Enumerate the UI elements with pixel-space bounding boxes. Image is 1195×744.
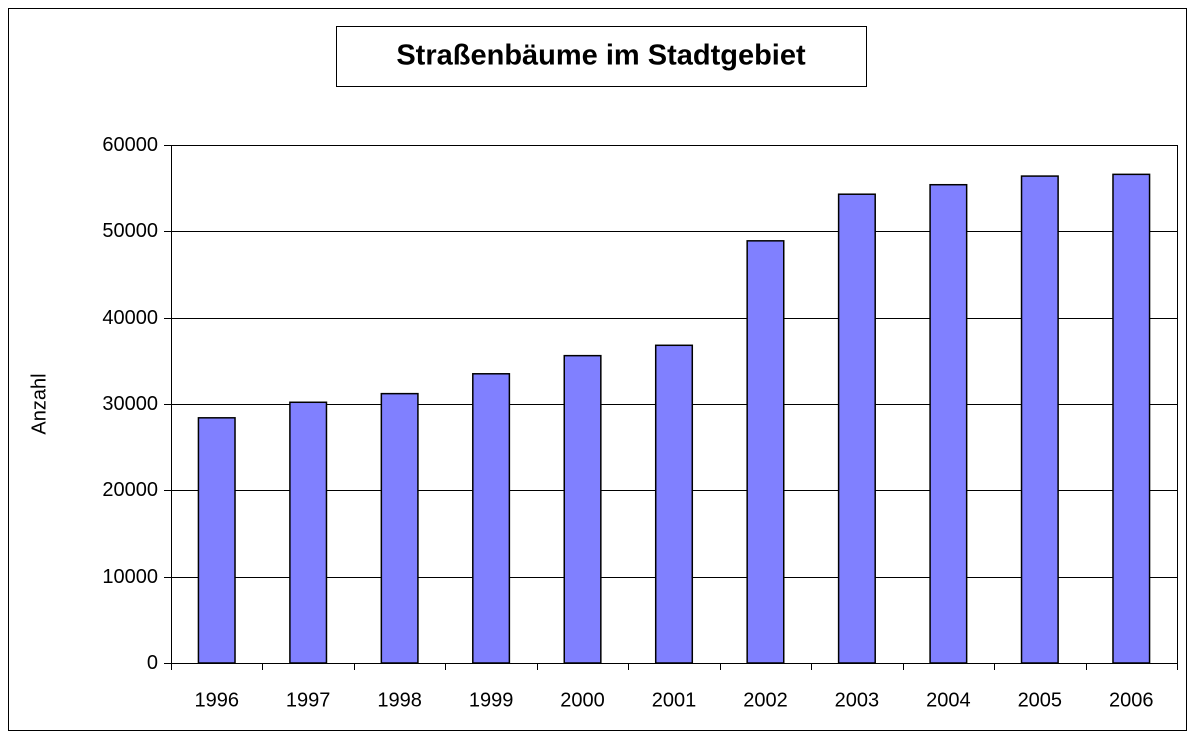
x-tick-label: 2003 — [835, 689, 880, 711]
x-tick-label: 2006 — [1109, 689, 1154, 711]
x-tick-label: 1997 — [286, 689, 331, 711]
x-tick-label: 1998 — [377, 689, 422, 711]
y-tick-label: 60000 — [102, 134, 158, 156]
y-tick-label: 40000 — [102, 307, 158, 329]
y-tick-label: 50000 — [102, 220, 158, 242]
title-box — [336, 26, 867, 87]
x-tick-label: 1999 — [469, 689, 514, 711]
bar — [380, 392, 419, 664]
x-tick-label: 2005 — [1018, 689, 1063, 711]
x-tick-label: 2002 — [743, 689, 788, 711]
bar — [289, 401, 328, 664]
bar — [837, 193, 876, 664]
bar — [654, 344, 694, 664]
x-tick-label: 2004 — [926, 689, 971, 711]
y-axis-label: Anzahl — [28, 373, 50, 434]
bar — [197, 417, 236, 664]
bar — [563, 354, 602, 664]
bar — [472, 373, 511, 664]
x-tick-label: 1996 — [194, 689, 239, 711]
bar — [929, 183, 968, 664]
bar — [1020, 175, 1059, 664]
y-tick-label: 30000 — [102, 393, 158, 415]
bar — [746, 240, 785, 664]
x-tick-label: 2001 — [652, 689, 697, 711]
bar — [1112, 173, 1151, 664]
y-tick-label: 20000 — [102, 479, 158, 501]
y-tick-label: 10000 — [102, 566, 158, 588]
y-tick-label: 0 — [147, 652, 158, 674]
chart-title: Straßenbäume im Stadtgebiet — [396, 40, 806, 72]
x-tick-label: 2000 — [560, 689, 605, 711]
